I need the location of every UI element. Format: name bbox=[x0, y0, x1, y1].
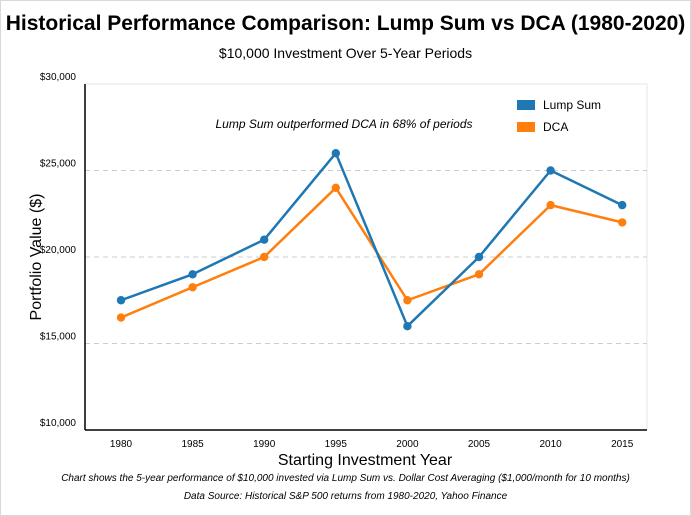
data-source-note: Data Source: Historical S&P 500 returns … bbox=[183, 491, 508, 502]
data-point-dca bbox=[474, 270, 484, 279]
legend-label: Lump Sum bbox=[543, 98, 601, 112]
y-tick-label: $20,000 bbox=[40, 245, 77, 256]
x-tick-label: 1995 bbox=[325, 439, 348, 450]
data-point-dca bbox=[188, 283, 197, 292]
data-point-lump-sum bbox=[618, 200, 627, 210]
chart-subtitle: $10,000 Investment Over 5-Year Periods bbox=[218, 45, 473, 61]
y-tick-label: $15,000 bbox=[40, 332, 77, 343]
x-tick-label: 2000 bbox=[396, 439, 419, 450]
x-tick-label: 1985 bbox=[181, 439, 204, 450]
data-point-lump-sum bbox=[403, 322, 412, 331]
x-axis-label: Starting Investment Year bbox=[278, 452, 453, 469]
series-line-lump-sum bbox=[120, 151, 623, 328]
data-point-dca bbox=[116, 313, 126, 322]
chart-caption: Chart shows the 5-year performance of $1… bbox=[61, 473, 630, 484]
data-point-lump-sum bbox=[116, 296, 126, 305]
legend-swatch bbox=[517, 122, 535, 132]
x-tick-label: 1980 bbox=[110, 439, 133, 450]
x-tick-label: 2005 bbox=[468, 439, 491, 450]
y-tick-label: $30,000 bbox=[40, 72, 77, 83]
y-tick-label: $25,000 bbox=[40, 159, 77, 170]
chart-annotation: Lump Sum outperformed DCA in 68% of peri… bbox=[215, 117, 472, 131]
x-tick-label: 2015 bbox=[611, 439, 634, 450]
data-point-dca bbox=[546, 200, 555, 210]
data-point-lump-sum bbox=[331, 149, 340, 158]
data-point-lump-sum bbox=[260, 235, 269, 244]
legend-label: DCA bbox=[543, 120, 568, 134]
x-tick-label: 2010 bbox=[539, 439, 562, 450]
data-point-dca bbox=[260, 252, 269, 262]
data-point-dca bbox=[331, 183, 340, 192]
data-point-lump-sum bbox=[546, 166, 555, 175]
data-point-lump-sum bbox=[474, 252, 484, 262]
legend-swatch bbox=[517, 100, 535, 110]
data-point-lump-sum bbox=[188, 270, 197, 279]
series-line-dca bbox=[120, 186, 623, 319]
y-axis-label: Portfolio Value ($) bbox=[28, 194, 45, 321]
data-point-dca bbox=[403, 296, 412, 305]
chart-title: Historical Performance Comparison: Lump … bbox=[5, 12, 686, 35]
y-tick-label: $10,000 bbox=[40, 418, 77, 429]
data-point-dca bbox=[618, 218, 627, 227]
x-tick-label: 1990 bbox=[253, 439, 276, 450]
